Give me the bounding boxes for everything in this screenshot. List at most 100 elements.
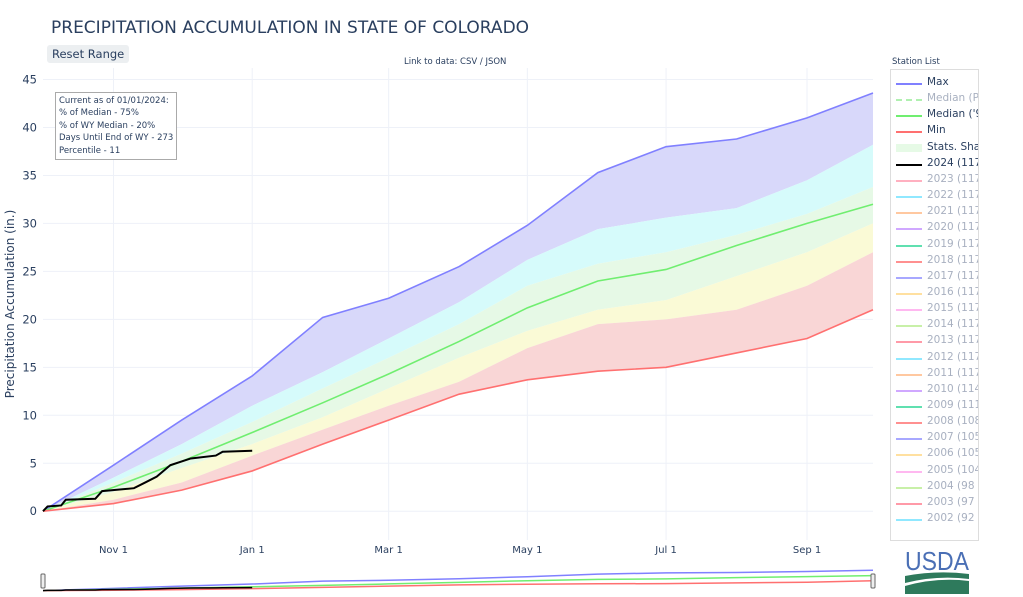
y-tick-label: 20 <box>22 312 37 326</box>
legend-item[interactable]: 2019 (117 sites) <box>896 237 979 254</box>
x-tick-label: Sep 1 <box>793 545 821 556</box>
y-axis-label: Precipitation Accumulation (in.) <box>3 210 17 399</box>
legend-label: Median (POR) <box>927 92 979 105</box>
y-tick-label: 5 <box>30 456 37 470</box>
legend-item[interactable]: 2016 (117 sites) <box>896 286 978 302</box>
y-tick-label: 30 <box>22 216 37 230</box>
legend-swatch-icon <box>896 276 922 279</box>
shading-band <box>43 186 873 512</box>
legend-item[interactable]: 2017 (117 sites) <box>896 269 979 286</box>
legend-item[interactable]: Min <box>896 124 978 140</box>
usda-logo: USDA <box>905 548 970 594</box>
legend-swatch-icon <box>896 502 922 505</box>
legend-item[interactable]: 2020 (117 sites) <box>896 221 978 237</box>
legend-item[interactable]: 2007 (105 sites) <box>896 431 979 447</box>
legend-title: Station List <box>892 57 940 67</box>
legend-item[interactable]: 2012 (117 sites) <box>896 350 979 367</box>
info-line: Percentile - 11 <box>59 145 121 156</box>
range-slider-line <box>42 569 874 592</box>
legend-label: 2017 (117 sites) <box>927 269 979 282</box>
legend-swatch-icon <box>896 99 922 102</box>
legend-label: 2008 (108 sites) <box>927 415 979 428</box>
legend-label: 2011 (117 sites) <box>927 366 979 379</box>
y-tick-label: 35 <box>22 168 37 182</box>
shading-band <box>43 92 873 512</box>
legend-item[interactable]: Max <box>896 76 978 92</box>
legend-item[interactable]: 2004 (98 sites) <box>896 479 978 496</box>
legend-swatch-icon <box>896 325 922 328</box>
legend-label: 2004 (98 sites) <box>927 479 978 492</box>
info-box: Current as of 01/01/2024: % of Median - … <box>55 92 178 161</box>
legend-label: 2021 (117 sites) <box>927 205 979 218</box>
shading-band <box>43 144 873 512</box>
legend-swatch-icon <box>896 438 922 441</box>
shading-band <box>43 223 873 512</box>
info-line: Current as of 01/01/2024: <box>59 96 169 106</box>
y-tick-label: 40 <box>22 120 37 134</box>
legend-label: 2003 (97 sites) <box>927 495 978 508</box>
info-line: % of WY Median - 20% <box>59 120 156 131</box>
legend-label: Max <box>927 76 949 88</box>
legend-swatch-icon <box>896 389 922 392</box>
legend-item[interactable]: 2021 (117 sites) <box>896 205 979 221</box>
legend-swatch-icon <box>896 470 922 473</box>
range-handle[interactable] <box>40 573 46 589</box>
legend-item[interactable]: 2009 (111 sites) <box>896 399 979 415</box>
legend-item[interactable]: 2013 (117 sites) <box>896 334 978 350</box>
y-tick-label: 25 <box>22 264 37 278</box>
legend-label: Stats. Shading <box>927 140 979 153</box>
legend-label: 2015 (117 sites) <box>927 302 979 315</box>
legend[interactable]: Max Median (POR) Median ('91-'20) Min Stats.… <box>890 69 979 541</box>
legend-item[interactable]: 2008 (108 sites) <box>896 415 979 431</box>
legend-item[interactable]: 2002 (92 sites) <box>896 512 978 528</box>
x-tick-label: May 1 <box>512 545 542 556</box>
legend-label: 2009 (111 sites) <box>927 399 979 411</box>
legend-label: 2019 (117 sites) <box>927 237 979 250</box>
legend-item[interactable]: 2024 (117 sites) <box>896 157 978 173</box>
x-tick-label: Jan 1 <box>239 545 265 556</box>
x-tick-label: Jul 1 <box>654 545 677 556</box>
legend-label: 2007 (105 sites) <box>927 431 979 444</box>
legend-swatch-icon <box>896 131 922 134</box>
legend-item[interactable]: Median ('91-'20) <box>896 108 978 124</box>
legend-item[interactable]: 2006 (105 sites) <box>896 447 978 463</box>
legend-label: 2018 (117 sites) <box>927 253 979 266</box>
legend-item[interactable]: 2003 (97 sites) <box>896 495 978 512</box>
legend-label: 2023 (117 sites) <box>927 172 979 185</box>
legend-label: Median ('91-'20) <box>927 108 978 121</box>
legend-item[interactable]: Stats. Shading <box>896 140 979 157</box>
legend-item[interactable]: Median (POR) <box>896 92 979 108</box>
legend-item[interactable]: 2014 (117 sites) <box>896 318 979 334</box>
legend-swatch-icon <box>896 83 922 85</box>
x-tick-label: Nov 1 <box>99 545 128 556</box>
data-link[interactable]: Link to data: CSV / JSON <box>404 57 507 67</box>
range-slider-line <box>42 580 874 592</box>
legend-item[interactable]: 2010 (114 sites) <box>896 383 978 399</box>
y-tick-label: 45 <box>22 73 37 87</box>
reset-range-button[interactable]: Reset Range <box>47 45 130 63</box>
range-handle[interactable] <box>870 573 876 589</box>
legend-label: 2002 (92 sites) <box>927 512 978 525</box>
legend-swatch-icon <box>896 406 922 408</box>
legend-label: Min <box>927 124 946 137</box>
legend-item[interactable]: 2015 (117 sites) <box>896 302 979 318</box>
legend-item[interactable]: 2011 (117 sites) <box>896 366 979 383</box>
legend-swatch-icon <box>896 196 922 199</box>
legend-label: 2012 (117 sites) <box>927 350 979 363</box>
series-line-max <box>42 92 874 512</box>
legend-item[interactable]: 2022 (117 sites) <box>896 189 978 205</box>
info-line: Days Until End of WY - 273 <box>59 133 174 144</box>
legend-item[interactable]: 2005 (104 sites) <box>896 463 979 480</box>
info-line: % of Median - 75% <box>59 108 139 119</box>
legend-label: 2005 (104 sites) <box>927 463 979 476</box>
svg-text:USDA: USDA <box>905 548 970 576</box>
legend-swatch-icon <box>896 115 922 118</box>
legend-swatch-icon <box>896 292 922 295</box>
y-tick-label: 10 <box>22 408 37 422</box>
legend-swatch-icon <box>896 179 922 182</box>
legend-swatch-icon <box>896 143 922 152</box>
legend-label: 2014 (117 sites) <box>927 318 979 331</box>
legend-item[interactable]: 2018 (117 sites) <box>896 253 979 270</box>
legend-item[interactable]: 2023 (117 sites) <box>896 172 979 189</box>
